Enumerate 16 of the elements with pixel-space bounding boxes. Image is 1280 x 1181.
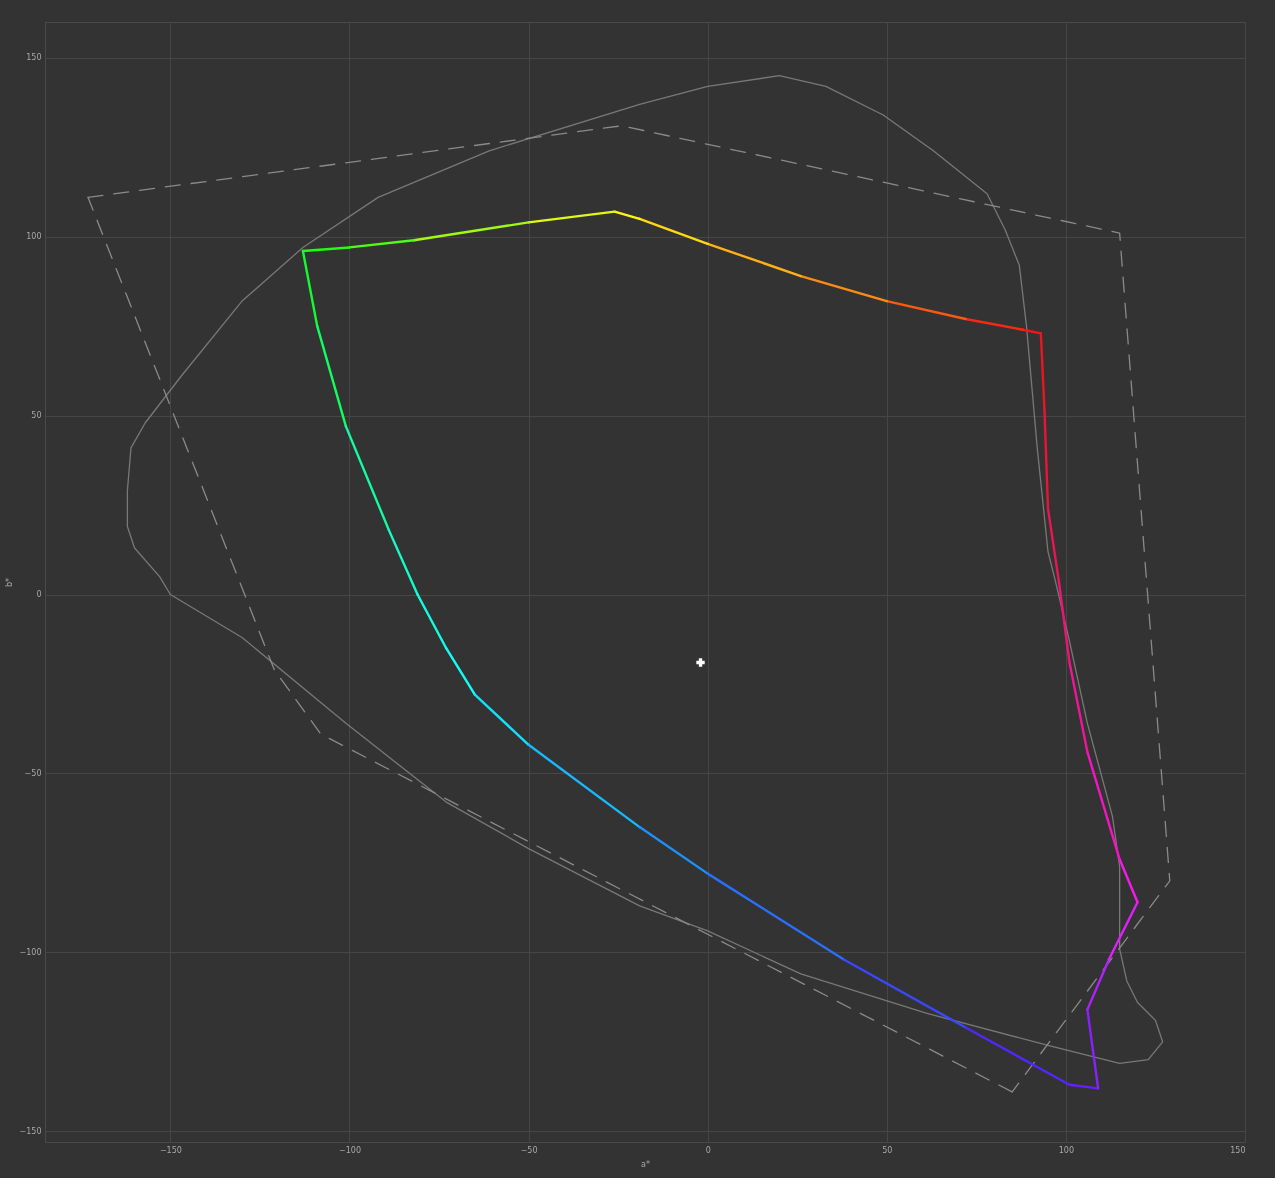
- x-tick-label: 150: [1230, 1145, 1246, 1155]
- y-tick-label: 50: [31, 411, 42, 421]
- x-tick-label: −150: [159, 1145, 182, 1155]
- y-tick-label: −50: [24, 768, 42, 778]
- y-tick-label: −100: [19, 947, 42, 957]
- x-tick-label: 50: [882, 1145, 893, 1155]
- x-tick-label: 0: [705, 1145, 711, 1155]
- x-axis-title: a*: [641, 1159, 650, 1169]
- x-tick-label: −50: [520, 1145, 538, 1155]
- y-tick-label: 100: [26, 232, 42, 242]
- x-tick-label: 100: [1058, 1145, 1075, 1155]
- y-axis-title: b*: [4, 577, 14, 588]
- y-tick-label: −150: [19, 1126, 42, 1136]
- y-tick-label: 0: [36, 590, 42, 600]
- y-tick-label: 150: [26, 53, 42, 63]
- x-tick-label: −100: [338, 1145, 361, 1155]
